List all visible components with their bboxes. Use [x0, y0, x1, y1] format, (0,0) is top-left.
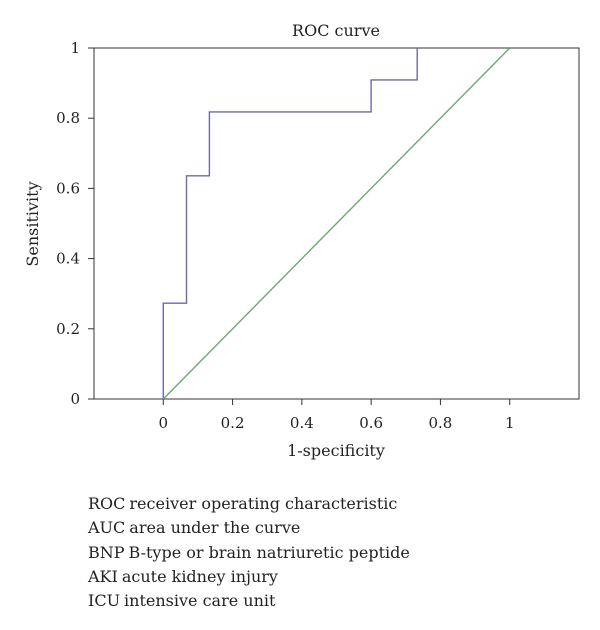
legend-text: acute kidney injury [121, 566, 278, 586]
y-tick-label: 0.6 [56, 179, 80, 197]
x-tick-label: 0.4 [290, 414, 314, 432]
y-tick-label: 0.2 [56, 320, 80, 338]
y-tick-label: 0 [70, 390, 80, 408]
legend-text: area under the curve [129, 518, 301, 538]
reference-diagonal-line [162, 47, 511, 400]
legend-text: intensive care unit [124, 591, 276, 611]
x-tick-label: 0.6 [359, 414, 383, 432]
legend-text: receiver operating characteristic [129, 494, 398, 513]
legend-abbr: ICU [88, 591, 121, 611]
legend-text: B-type or brain natriuretic peptide [128, 542, 410, 562]
legend-item: AUC area under the curve [88, 516, 410, 540]
roc-chart: ROC curve 00.20.40.60.81 0 0.2 0.4 0.6 0.8 1 … [23, 21, 580, 460]
x-axis-label: 1-specificity [287, 441, 385, 460]
x-tick-label: 0 [159, 414, 169, 432]
legend-item: BNP B-type or brain natriuretic peptide [88, 541, 410, 565]
legend-abbr: AKI [88, 566, 118, 586]
chart-title: ROC curve [292, 21, 380, 40]
x-tick-label: 0.2 [221, 414, 245, 432]
x-tick-label: 1 [505, 414, 515, 432]
legend-item: ROC receiver operating characteristic [88, 492, 410, 516]
abbreviation-legend: ROC receiver operating characteristic AUC… [88, 492, 410, 613]
legend-item: AKI acute kidney injury [88, 565, 410, 589]
x-axis: 0 0.2 0.4 0.6 0.8 1 [159, 399, 515, 432]
roc-curve-line [162, 48, 418, 399]
y-tick-label: 1 [70, 39, 80, 57]
legend-item: ICU intensive care unit [88, 589, 410, 613]
y-tick-label: 0.8 [56, 109, 80, 127]
legend-abbr: ROC [88, 494, 126, 513]
y-tick-label: 0.4 [56, 250, 80, 268]
legend-abbr: BNP [88, 542, 125, 562]
series-layer [162, 47, 511, 400]
plot-frame [93, 47, 580, 400]
legend-abbr: AUC [88, 518, 126, 538]
y-axis: 0 0.2 0.4 0.6 0.8 1 [56, 39, 94, 408]
x-tick-label: 0.8 [428, 414, 452, 432]
y-axis-label: Sensitivity [23, 181, 42, 266]
